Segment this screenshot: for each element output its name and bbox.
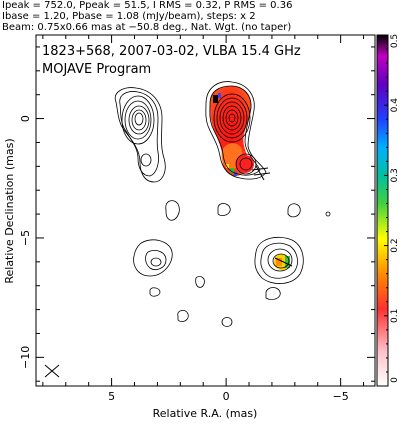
chart-subtitle: MOJAVE Program xyxy=(42,62,151,77)
header-line-base: Ibase = 1.20, Pbase = 1.08 (mJy/beam), s… xyxy=(2,11,256,22)
axis-ticks xyxy=(36,35,375,386)
colorbar-label-5: 0.5 xyxy=(390,34,400,48)
x-tick-labels: 5 0 −5 xyxy=(108,390,349,403)
y-tick-label-0: 0 xyxy=(19,115,32,122)
colorbar-label-3: 0.3 xyxy=(390,168,400,182)
x-tick-label-1: 0 xyxy=(223,390,230,403)
x-axis-label: Relative R.A. (mas) xyxy=(153,407,258,420)
contours-faint xyxy=(133,200,331,327)
contours-core xyxy=(205,81,267,180)
polarization-core-patch xyxy=(210,86,254,176)
chart-title: 1823+568, 2007-03-02, VLBA 15.4 GHz xyxy=(42,44,301,59)
colorbar-ticks xyxy=(384,34,388,387)
colorbar-label-4: 0.4 xyxy=(390,98,400,113)
header-line-peak: Ipeak = 752.0, Ppeak = 51.5, I RMS = 0.3… xyxy=(2,0,293,11)
colorbar xyxy=(376,34,389,387)
y-tick-label-1: −5 xyxy=(19,230,32,246)
x-tick-label-2: −5 xyxy=(333,390,349,403)
colorbar-tick-labels: 0 0.1 0.2 0.3 0.4 0.5 xyxy=(390,34,400,383)
map-contents xyxy=(44,81,331,378)
plot-frame xyxy=(35,34,376,387)
y-axis-label: Relative Declination (mas) xyxy=(3,138,16,283)
x-tick-label-0: 5 xyxy=(108,390,115,403)
beam-marker xyxy=(44,364,60,378)
colorbar-label-0: 0 xyxy=(390,377,400,383)
image-header: Ipeak = 752.0, Ppeak = 51.5, I RMS = 0.3… xyxy=(2,0,407,33)
contours-eastern xyxy=(114,87,166,183)
y-tick-labels: 0 −5 −10 xyxy=(19,115,32,369)
colorbar-label-1: 0.1 xyxy=(390,309,400,323)
polarization-vectors xyxy=(251,165,293,267)
colorbar-label-2: 0.2 xyxy=(390,238,400,252)
header-line-beam: Beam: 0.75x0.66 mas at −50.8 deg., Nat. … xyxy=(2,22,292,33)
y-tick-label-2: −10 xyxy=(19,346,32,369)
